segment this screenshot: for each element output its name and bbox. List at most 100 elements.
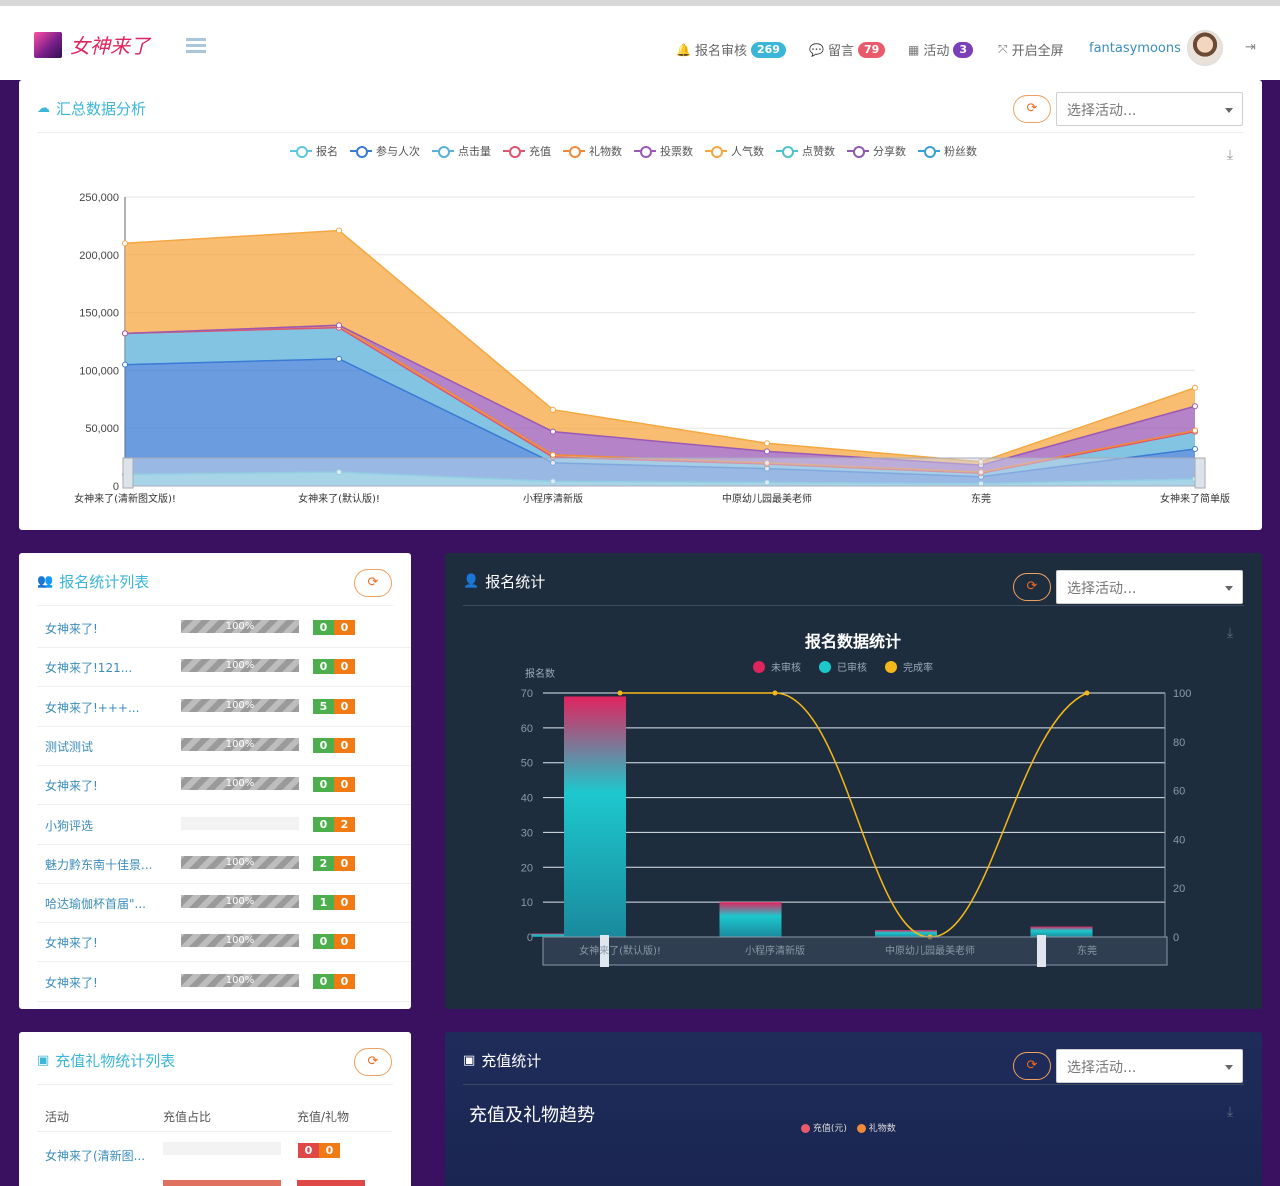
progress-text: 100% bbox=[225, 621, 255, 632]
legend-label: 报名 bbox=[316, 145, 338, 158]
progress-fill bbox=[181, 620, 299, 633]
nav-badge: 3 bbox=[953, 41, 974, 58]
nav-badge: 79 bbox=[857, 41, 886, 58]
list-item-name[interactable]: 女神来了!+++... bbox=[45, 700, 140, 715]
signup-stats-title: 报名统计 bbox=[485, 573, 546, 591]
legend-item[interactable]: 粉丝数 bbox=[918, 143, 977, 159]
username[interactable]: fantasymoons bbox=[1089, 41, 1181, 56]
refresh-button[interactable]: ⟳ bbox=[1013, 95, 1051, 123]
activity-select[interactable]: 选择活动... bbox=[1056, 570, 1243, 604]
panel-title: ☁ 汇总数据分析 bbox=[37, 98, 146, 119]
bar bbox=[532, 933, 594, 937]
list-item-name[interactable]: 女神来了!121... bbox=[45, 661, 133, 676]
list-item-name[interactable]: 女神来了! bbox=[45, 975, 98, 990]
y-tick-label: 50,000 bbox=[85, 423, 119, 435]
refresh-button[interactable]: ⟳ bbox=[1013, 573, 1051, 601]
recharge-progress bbox=[163, 1180, 281, 1186]
legend-item[interactable]: 充值 bbox=[503, 143, 551, 159]
nav-messages[interactable]: 💬 留言 79 bbox=[809, 40, 886, 59]
y2-tick-label: 80 bbox=[1173, 737, 1185, 749]
data-point bbox=[764, 448, 770, 455]
legend-dot bbox=[885, 661, 897, 673]
pending-count-badge: 0 bbox=[334, 737, 355, 753]
legend-marker bbox=[705, 146, 727, 158]
refresh-button[interactable]: ⟳ bbox=[354, 1048, 392, 1076]
divider bbox=[463, 1084, 1244, 1085]
legend-item[interactable]: 点赞数 bbox=[776, 143, 835, 159]
y2-tick-label: 20 bbox=[1173, 883, 1185, 895]
activity-select[interactable]: 选择活动... bbox=[1056, 1049, 1243, 1083]
list-item[interactable]: 魅力黔东南十佳景... 100% 2 0 bbox=[37, 845, 411, 884]
list-item[interactable]: 女神来了! 100% 0 0 bbox=[37, 923, 411, 963]
list-item[interactable]: 女神来了! 100% 0 0 bbox=[37, 609, 411, 648]
list-item[interactable]: 女神来了! 100% 0 0 bbox=[37, 766, 411, 806]
progress-text: 100% bbox=[225, 974, 255, 986]
legend-label: 粉丝数 bbox=[944, 145, 977, 158]
list-item[interactable]: 小狗评选 0 2 bbox=[37, 806, 411, 845]
zoom-handle-right bbox=[1194, 457, 1206, 489]
legend-item[interactable]: 礼物数 bbox=[563, 143, 622, 159]
legend-label: 礼物数 bbox=[589, 145, 622, 158]
logout-icon[interactable]: ⇥ bbox=[1245, 40, 1256, 55]
legend-item[interactable]: 分享数 bbox=[847, 143, 906, 159]
progress-fill bbox=[181, 895, 299, 909]
divider bbox=[37, 1084, 393, 1085]
legend-item[interactable]: 报名 bbox=[290, 143, 338, 159]
legend-label: 分享数 bbox=[873, 145, 906, 158]
legend-item[interactable]: 礼物数 bbox=[856, 1121, 896, 1134]
legend-dot bbox=[856, 1124, 866, 1133]
list-item-name[interactable]: 小狗评选 bbox=[45, 818, 94, 833]
nav-activities[interactable]: ▦ 活动 3 bbox=[908, 40, 974, 59]
list-item-name[interactable]: 女神来了! bbox=[45, 622, 98, 636]
progress-bar: 100% bbox=[181, 620, 299, 633]
legend-item[interactable]: 充值(元) bbox=[801, 1121, 847, 1134]
sidebar-toggle-button[interactable] bbox=[186, 38, 206, 54]
list-item[interactable]: 女神来了!121... 100% 0 0 bbox=[37, 648, 411, 688]
progress-fill bbox=[181, 777, 299, 791]
legend-item[interactable]: 人气数 bbox=[705, 143, 764, 159]
list-item[interactable]: 哈达瑜伽杯首届"... 100% 1 0 bbox=[37, 884, 411, 924]
list-item-name[interactable]: 魅力黔东南十佳景... bbox=[45, 857, 153, 872]
legend-label: 礼物数 bbox=[868, 1124, 896, 1134]
download-icon[interactable]: ⤓ bbox=[1226, 1104, 1234, 1120]
divider bbox=[37, 1131, 392, 1132]
legend-item[interactable]: 参与人次 bbox=[350, 143, 420, 159]
area-投票数 bbox=[125, 325, 1195, 473]
list-item[interactable]: 女神来了!+++... 100% 5 0 bbox=[37, 688, 411, 727]
recharge-row-name[interactable]: 女神来了(清新图... bbox=[45, 1149, 146, 1163]
y-tick-label: 250,000 bbox=[79, 192, 119, 204]
pending-count-badge: 0 bbox=[334, 698, 355, 714]
progress-fill bbox=[181, 973, 299, 987]
list-item-name[interactable]: 哈达瑜伽杯首届"... bbox=[45, 897, 146, 912]
x-tick-label: 东莞 bbox=[971, 492, 991, 505]
avatar[interactable] bbox=[1187, 30, 1223, 66]
download-icon[interactable]: ⤓ bbox=[1226, 147, 1234, 163]
legend-item[interactable]: 投票数 bbox=[634, 143, 693, 159]
nav-fullscreen[interactable]: ⤧ 开启全屏 bbox=[998, 40, 1064, 59]
progress-bar: 100% bbox=[181, 895, 299, 909]
progress-fill bbox=[181, 855, 299, 869]
recharge-list-title: 充值礼物统计列表 bbox=[55, 1052, 176, 1070]
y2-tick-label: 40 bbox=[1173, 834, 1185, 846]
nav-signup-review[interactable]: 🔔 报名审核 269 bbox=[676, 40, 786, 59]
list-item[interactable]: 测试测试 100% 0 0 bbox=[37, 727, 411, 766]
list-item[interactable]: 女神来了! 100% 0 0 bbox=[37, 963, 411, 1002]
list-item-name[interactable]: 测试测试 bbox=[45, 739, 94, 754]
refresh-button[interactable]: ⟳ bbox=[354, 569, 392, 597]
activity-select[interactable]: 选择活动... bbox=[1056, 92, 1243, 126]
download-icon[interactable]: ⤓ bbox=[1226, 625, 1234, 641]
list-item-name[interactable]: 女神来了! bbox=[45, 936, 98, 951]
money-icon: ▣ bbox=[37, 1053, 50, 1068]
list-item-name[interactable]: 女神来了! bbox=[45, 779, 98, 794]
x-tick-label: 东莞 bbox=[1077, 944, 1097, 957]
legend-item[interactable]: 点击量 bbox=[432, 143, 491, 159]
logo-text[interactable]: 女神来了 bbox=[70, 34, 150, 58]
panel-title: ▣ 充值统计 bbox=[463, 1050, 541, 1071]
chart-legend: 充值(元) 礼物数 bbox=[801, 1121, 896, 1134]
data-zoom-slider bbox=[124, 457, 1204, 487]
refresh-button[interactable]: ⟳ bbox=[1013, 1052, 1051, 1080]
chevron-down-icon bbox=[1225, 586, 1233, 591]
pending-count-badge: 0 bbox=[334, 895, 355, 911]
y-tick-label: 40 bbox=[521, 793, 533, 805]
